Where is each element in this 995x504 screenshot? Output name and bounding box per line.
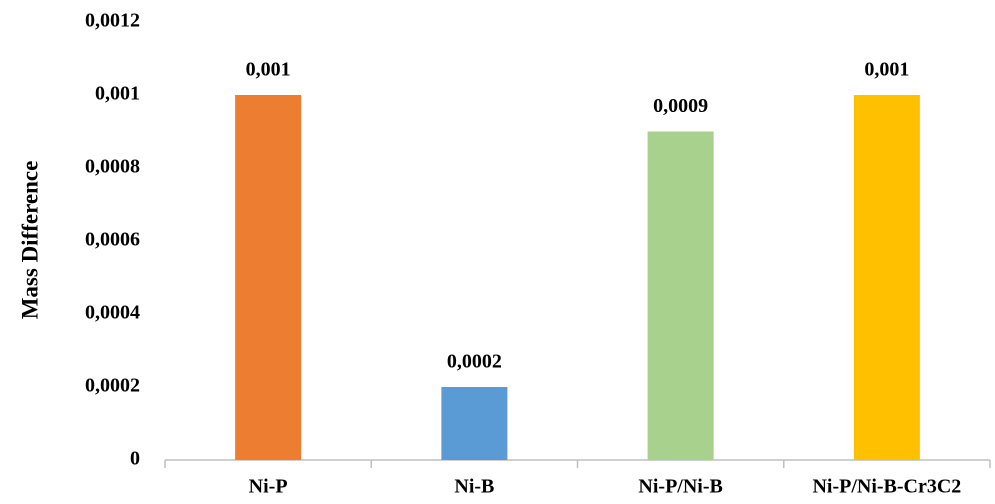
y-tick-label: 0,0004 <box>85 302 140 324</box>
data-label: 0,0002 <box>447 351 502 373</box>
y-tick-label: 0,0006 <box>85 229 140 251</box>
data-label: 0,001 <box>864 59 909 81</box>
bar <box>235 95 302 460</box>
bar <box>647 131 714 460</box>
x-tick-label: Ni-P/Ni-B <box>638 476 722 498</box>
y-tick-label: 0,0002 <box>85 375 140 397</box>
y-tick-label: 0,0012 <box>85 10 140 32</box>
x-tick-label: Ni-B <box>454 476 494 498</box>
x-tick-label: Ni-P <box>249 476 288 498</box>
y-tick-label: 0,0008 <box>85 156 140 178</box>
y-axis-label: Mass Difference <box>17 161 42 320</box>
bar <box>853 95 920 460</box>
data-label: 0,0009 <box>653 95 708 117</box>
y-tick-label: 0,001 <box>95 83 140 105</box>
x-tick-label: Ni-P/Ni-B-Cr3C2 <box>812 476 961 498</box>
data-label: 0,001 <box>246 59 291 81</box>
y-tick-label: 0 <box>130 448 140 470</box>
bar <box>441 387 508 460</box>
